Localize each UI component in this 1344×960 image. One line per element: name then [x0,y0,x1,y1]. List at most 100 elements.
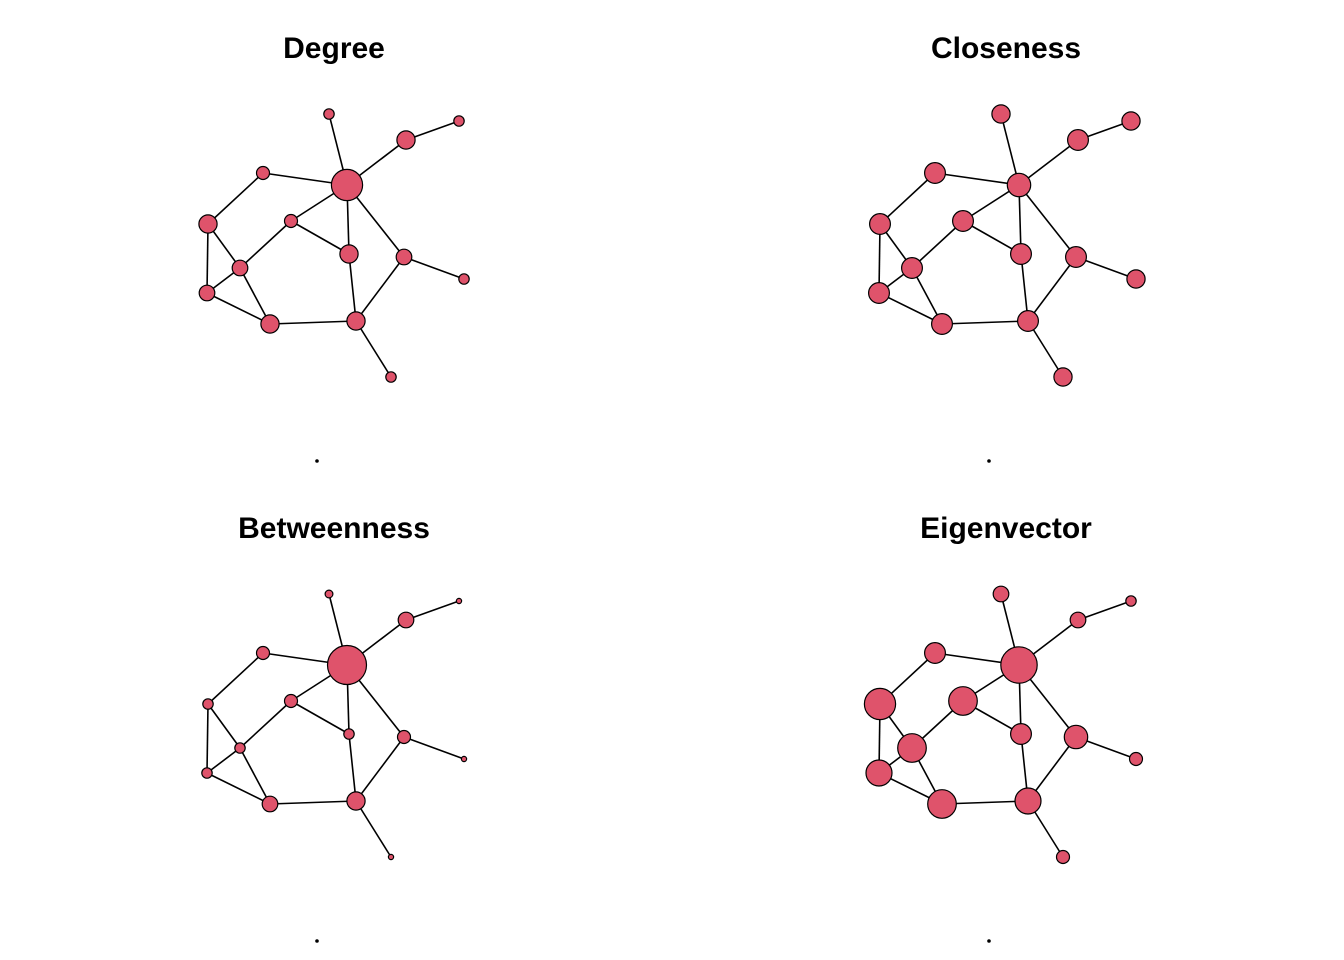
node-eigenvector-1 [1069,611,1087,629]
edge-closeness-6 [878,223,881,294]
edge-degree-6 [206,223,209,294]
edge-betweenness-2 [405,600,460,621]
node-betweenness-3 [255,645,271,661]
graph-betweenness [201,589,468,943]
node-degree-14 [385,371,397,383]
node-closeness-9 [867,282,890,305]
node-degree-5 [283,213,299,229]
node-degree-0 [323,108,335,120]
node-betweenness-8 [234,742,246,754]
edge-degree-15 [239,267,271,325]
edge-betweenness-4 [207,652,264,705]
node-eigenvector-2 [1000,646,1038,684]
node-degree-3 [255,165,271,181]
node-degree-13 [458,273,470,285]
edge-betweenness-16 [206,772,271,805]
node-betweenness-4 [202,698,214,710]
edge-betweenness-5 [207,703,241,749]
edge-closeness-11 [1018,184,1077,258]
node-closeness-5 [951,210,974,233]
edge-closeness-3 [934,172,1020,186]
node-degree-8 [231,259,249,277]
edge-betweenness-17 [269,800,357,805]
node-closeness-14 [1053,367,1073,387]
node-betweenness-2 [326,644,368,686]
edge-betweenness-13 [355,736,405,802]
node-eigenvector-7 [1063,724,1089,750]
graph-closeness [867,104,1146,463]
node-betweenness-6 [343,728,355,740]
node-betweenness-10 [261,795,279,813]
edge-degree-13 [355,256,405,322]
panel-title-betweenness: Betweenness [238,512,430,545]
edge-betweenness-15 [239,747,271,805]
edge-betweenness-18 [355,800,392,858]
node-eigenvector-10 [927,789,957,819]
node-closeness-11 [1016,310,1039,333]
node-eigenvector-4 [863,687,897,721]
node-degree-7 [395,248,413,266]
node-degree-1 [396,130,416,150]
edge-closeness-9 [911,220,964,269]
node-eigenvector-8 [897,733,927,763]
node-betweenness-9 [201,767,213,779]
edge-degree-19 [348,253,357,322]
edge-closeness-13 [1027,256,1077,322]
node-betweenness-0 [324,589,334,599]
node-closeness-4 [868,213,891,236]
node-betweenness-12 [455,597,463,605]
node-eigenvector-15 [987,939,991,943]
edge-betweenness-9 [239,700,292,749]
node-closeness-0 [991,104,1011,124]
edge-betweenness-12 [403,736,465,760]
node-eigenvector-0 [992,585,1010,603]
node-eigenvector-5 [948,686,978,716]
node-betweenness-7 [396,729,412,745]
edge-closeness-1 [1018,139,1079,186]
node-degree-2 [330,168,364,202]
node-eigenvector-3 [923,641,946,664]
node-closeness-12 [1121,111,1141,131]
edge-betweenness-8 [290,700,350,735]
edge-degree-8 [290,220,350,255]
node-degree-6 [339,244,359,264]
edge-degree-16 [206,292,271,325]
node-degree-11 [346,311,366,331]
edge-closeness-16 [878,292,943,325]
node-betweenness-1 [397,611,415,629]
node-closeness-8 [900,257,923,280]
node-degree-10 [260,314,280,334]
edge-closeness-4 [879,172,936,225]
edge-closeness-8 [962,220,1022,255]
node-betweenness-15 [315,939,319,943]
edge-betweenness-19 [348,733,357,802]
node-closeness-3 [923,162,946,185]
node-closeness-6 [1009,243,1032,266]
node-eigenvector-12 [1125,595,1137,607]
edge-degree-18 [355,320,392,378]
edge-degree-17 [269,320,357,325]
node-degree-9 [198,284,216,302]
node-closeness-1 [1066,129,1089,152]
edge-eigenvector-2 [1077,600,1132,621]
edge-betweenness-6 [206,703,209,774]
node-eigenvector-9 [865,759,893,787]
node-closeness-2 [1006,172,1032,198]
node-degree-15 [315,459,319,463]
node-degree-4 [198,214,218,234]
node-closeness-13 [1126,269,1146,289]
node-closeness-15 [987,459,991,463]
edge-closeness-19 [1020,253,1029,322]
edge-degree-4 [207,172,264,225]
node-eigenvector-11 [1014,787,1042,815]
edge-closeness-18 [1027,320,1064,378]
graph-eigenvector [863,585,1144,943]
edge-degree-9 [239,220,292,269]
node-betweenness-13 [460,755,468,763]
edge-closeness-17 [941,320,1029,325]
edge-degree-12 [403,256,465,280]
node-betweenness-11 [346,791,366,811]
node-eigenvector-6 [1009,722,1032,745]
